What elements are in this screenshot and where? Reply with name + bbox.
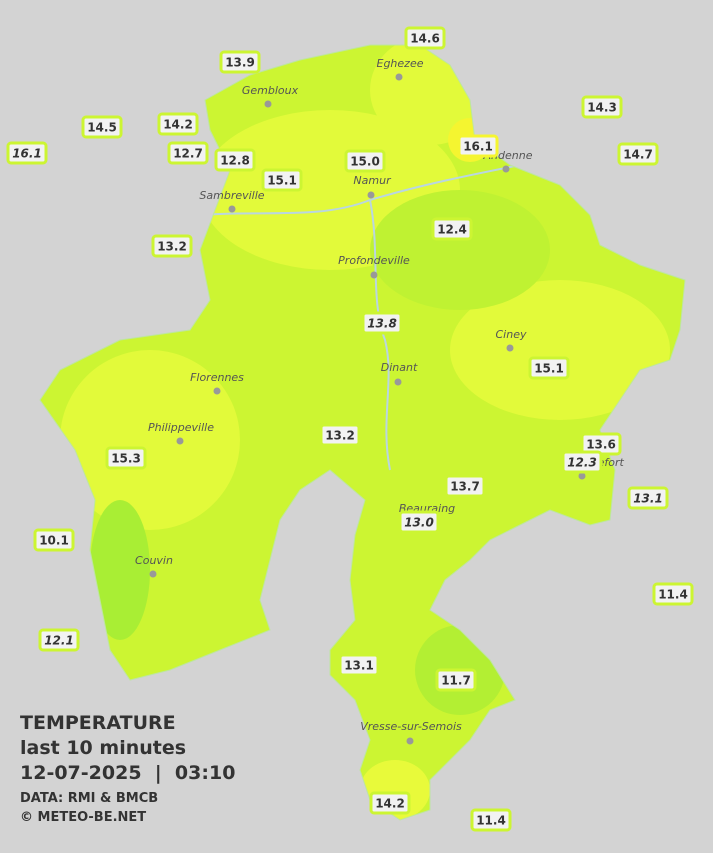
- station-box: [581, 95, 623, 119]
- station-temperature: 13.6: [586, 438, 616, 452]
- station-temperature: 16.1: [12, 147, 42, 161]
- station-box: [214, 148, 256, 172]
- station-temperature: 13.7: [450, 480, 480, 494]
- station-temperature: 14.7: [623, 148, 653, 162]
- legend-source: DATA: RMI & BMCB: [20, 791, 159, 806]
- station-box: [444, 474, 486, 498]
- station-box: [261, 168, 303, 192]
- station-box: [105, 446, 147, 470]
- station-temperature: 11.4: [476, 814, 506, 828]
- city-dot: [149, 570, 157, 578]
- station-temperature: 13.2: [157, 240, 187, 254]
- station-box: [470, 808, 512, 832]
- city-name: Profondeville: [338, 254, 410, 267]
- station-box: [344, 149, 386, 173]
- city-name: Gembloux: [242, 84, 299, 97]
- station-temperature: 16.1: [463, 140, 493, 154]
- station-temperature: 15.1: [267, 174, 297, 188]
- station-temperature: 11.7: [441, 674, 471, 688]
- station-temperature: 12.3: [567, 456, 597, 470]
- station-box: [398, 510, 440, 534]
- station-box: [561, 450, 603, 474]
- station-box: [627, 486, 669, 510]
- city-name: Philippeville: [148, 421, 214, 434]
- station-box: [338, 653, 380, 677]
- station-temperature: 13.0: [404, 516, 434, 530]
- station-temperature: 12.4: [437, 223, 467, 237]
- station-box: [81, 115, 123, 139]
- city-dot: [176, 437, 184, 445]
- city-dot: [502, 165, 510, 173]
- station-box: [528, 356, 570, 380]
- city-dot: [367, 191, 375, 199]
- station-temperature: 14.3: [587, 101, 617, 115]
- station-box: [361, 311, 403, 335]
- station-box: [157, 112, 199, 136]
- city-name: Dinant: [381, 361, 418, 374]
- station-box: [6, 141, 48, 165]
- station-temperature: 15.0: [350, 155, 380, 169]
- city-dot: [406, 737, 414, 745]
- city-name: Couvin: [135, 554, 173, 567]
- station-box: [38, 628, 80, 652]
- city-name: Sambreville: [199, 189, 264, 202]
- station-box: [431, 217, 473, 241]
- station-temperature: 13.1: [344, 659, 374, 673]
- station-temperature: 15.3: [111, 452, 141, 466]
- station-temperature: 15.1: [534, 362, 564, 376]
- city-name: Namur: [353, 174, 392, 187]
- legend-title: TEMPERATURE: [20, 712, 176, 734]
- station-temperature: 10.1: [39, 534, 69, 548]
- city-name: Florennes: [190, 371, 244, 384]
- station-box: [652, 582, 694, 606]
- city-dot: [395, 73, 403, 81]
- station-box: [404, 26, 446, 50]
- station-temperature: 13.1: [633, 492, 663, 506]
- station-temperature: 13.8: [367, 317, 397, 331]
- station-box: [219, 50, 261, 74]
- city-name: Eghezee: [377, 57, 424, 70]
- station-box: [151, 234, 193, 258]
- station-temperature: 13.2: [325, 429, 355, 443]
- city-name: Vresse-sur-Semois: [360, 720, 462, 733]
- station-temperature: 12.7: [173, 147, 203, 161]
- station-temperature: 14.6: [410, 32, 440, 46]
- station-box: [167, 141, 209, 165]
- station-box: [319, 423, 361, 447]
- station-temperature: 12.1: [44, 634, 74, 648]
- station-temperature: 14.2: [375, 797, 405, 811]
- station-temperature: 12.8: [220, 154, 250, 168]
- station-temperature: 14.2: [163, 118, 193, 132]
- station-box: [369, 791, 411, 815]
- city-dot: [394, 378, 402, 386]
- station-box: [457, 134, 499, 158]
- city-dot: [264, 100, 272, 108]
- city-dot: [370, 271, 378, 279]
- city-dot: [506, 344, 514, 352]
- city-dot: [578, 472, 586, 480]
- station-box: [435, 668, 477, 692]
- station-temperature: 13.9: [225, 56, 255, 70]
- station-temperature: 14.5: [87, 121, 117, 135]
- station-temperature: 11.4: [658, 588, 688, 602]
- city-dot: [213, 387, 221, 395]
- legend-credit: © METEO-BE.NET: [20, 810, 147, 825]
- station-box: [617, 142, 659, 166]
- legend-subtitle: last 10 minutes: [20, 737, 187, 759]
- legend-datetime: 12-07-2025 | 03:10: [20, 762, 236, 784]
- city-dot: [228, 205, 236, 213]
- station-box: [33, 528, 75, 552]
- city-name: Ciney: [496, 328, 527, 341]
